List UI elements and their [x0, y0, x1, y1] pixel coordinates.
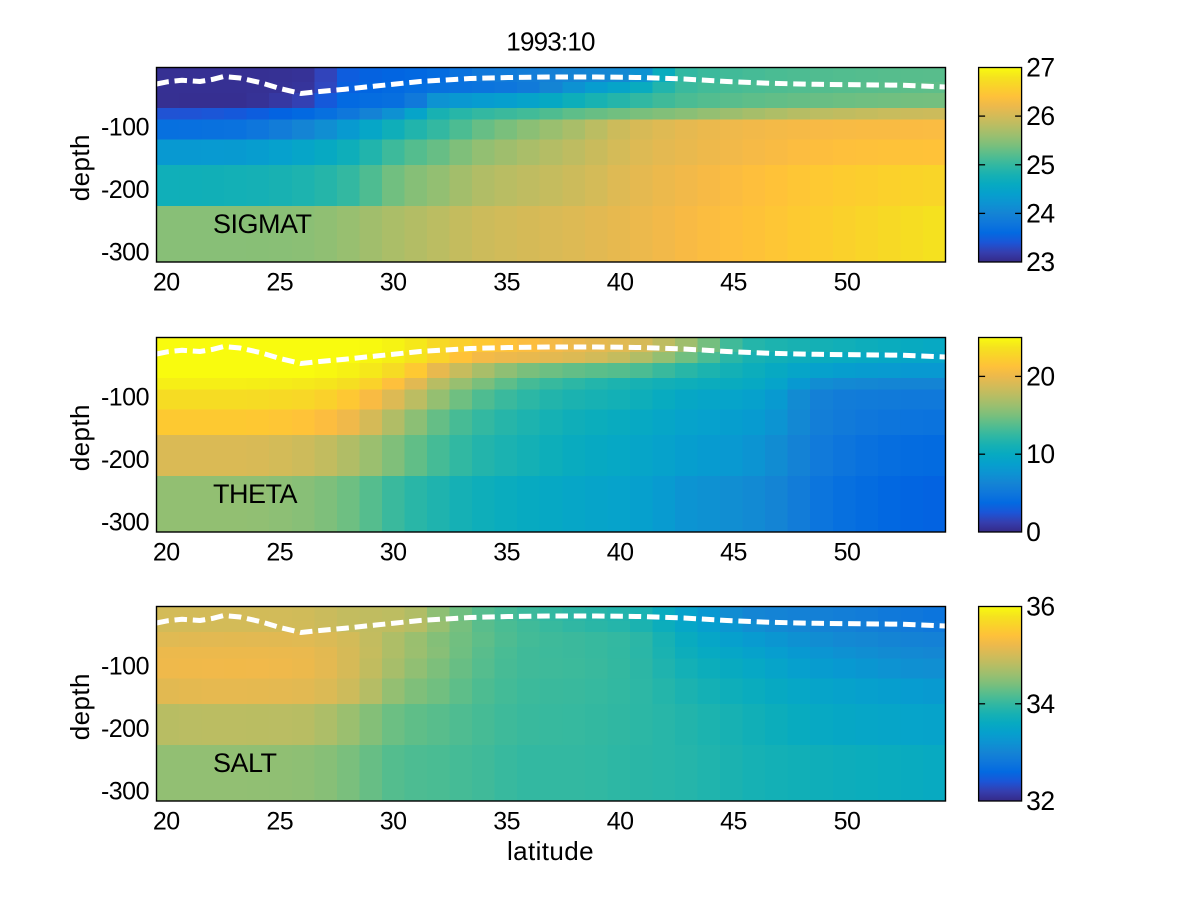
- svg-text:25: 25: [1026, 150, 1054, 180]
- svg-text:50: 50: [834, 269, 861, 297]
- svg-text:32: 32: [1026, 786, 1054, 816]
- svg-text:25: 25: [266, 269, 293, 297]
- svg-text:25: 25: [266, 539, 293, 567]
- svg-text:20: 20: [1026, 361, 1054, 391]
- svg-text:THETA: THETA: [213, 479, 297, 509]
- svg-text:45: 45: [720, 808, 747, 836]
- svg-text:20: 20: [153, 808, 180, 836]
- svg-text:-300: -300: [101, 778, 149, 806]
- svg-text:-100: -100: [101, 114, 149, 142]
- svg-text:-100: -100: [101, 653, 149, 681]
- svg-text:20: 20: [153, 539, 180, 567]
- svg-text:-200: -200: [101, 176, 149, 204]
- svg-text:34: 34: [1026, 689, 1054, 719]
- svg-text:35: 35: [493, 539, 520, 567]
- svg-text:40: 40: [607, 539, 634, 567]
- svg-text:-300: -300: [101, 239, 149, 267]
- svg-text:-300: -300: [101, 509, 149, 537]
- svg-text:23: 23: [1026, 247, 1054, 277]
- svg-text:45: 45: [720, 269, 747, 297]
- svg-text:-100: -100: [101, 384, 149, 412]
- svg-text:50: 50: [834, 808, 861, 836]
- svg-text:0: 0: [1026, 517, 1040, 547]
- svg-text:35: 35: [493, 808, 520, 836]
- svg-text:SALT: SALT: [213, 748, 277, 778]
- svg-text:27: 27: [1026, 53, 1054, 83]
- svg-text:depth: depth: [65, 404, 95, 471]
- svg-text:36: 36: [1026, 592, 1054, 622]
- svg-text:40: 40: [607, 269, 634, 297]
- svg-text:depth: depth: [65, 673, 95, 740]
- svg-text:30: 30: [380, 539, 407, 567]
- svg-text:depth: depth: [65, 134, 95, 201]
- svg-text:50: 50: [834, 539, 861, 567]
- svg-text:SIGMAT: SIGMAT: [213, 209, 312, 239]
- svg-text:-200: -200: [101, 446, 149, 474]
- svg-text:40: 40: [607, 808, 634, 836]
- svg-text:30: 30: [380, 269, 407, 297]
- svg-text:35: 35: [493, 269, 520, 297]
- svg-text:20: 20: [153, 269, 180, 297]
- svg-text:latitude: latitude: [507, 836, 594, 866]
- svg-text:26: 26: [1026, 101, 1054, 131]
- svg-text:-200: -200: [101, 715, 149, 743]
- svg-text:30: 30: [380, 808, 407, 836]
- svg-text:24: 24: [1026, 198, 1054, 228]
- svg-text:25: 25: [266, 808, 293, 836]
- svg-text:10: 10: [1026, 439, 1054, 469]
- svg-text:1993:10: 1993:10: [506, 27, 595, 57]
- svg-text:45: 45: [720, 539, 747, 567]
